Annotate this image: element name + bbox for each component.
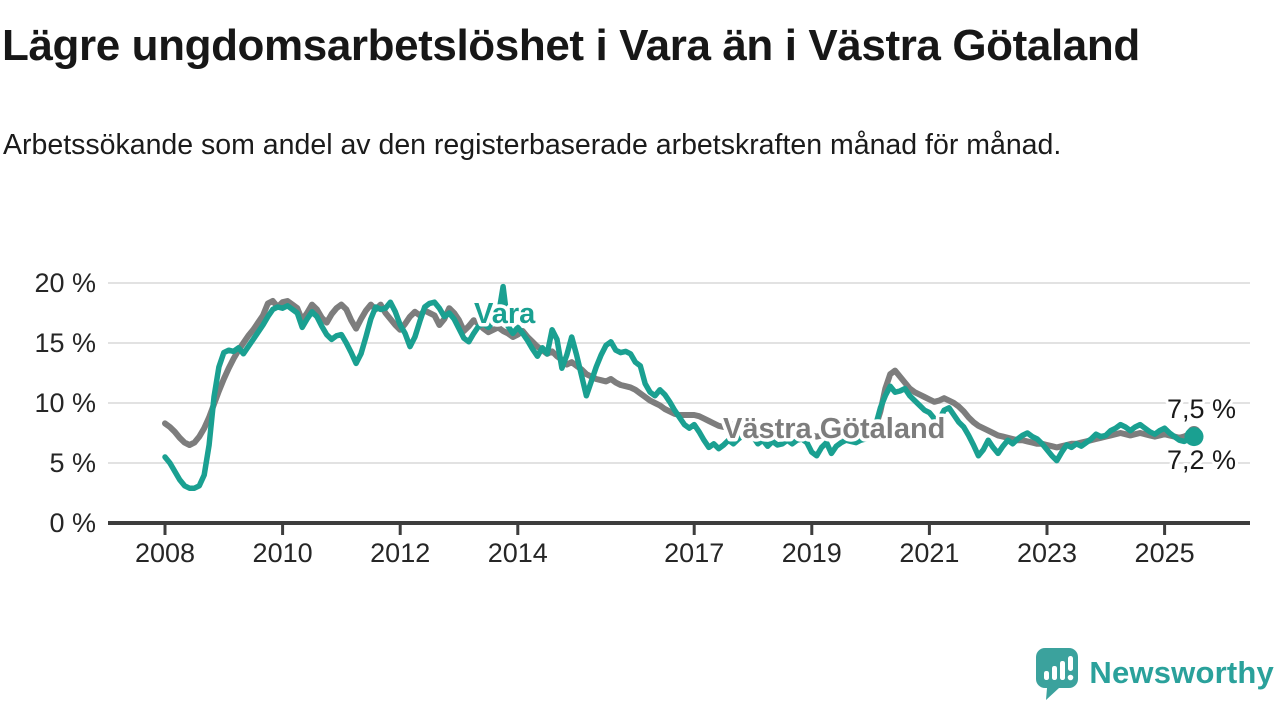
bar-medium [1052,666,1058,680]
newsworthy-branding: Newsworthy [1034,646,1274,700]
x-tick-label-2012: 2012 [370,538,430,568]
x-tick-label-2025: 2025 [1135,538,1195,568]
exclamation-stem [1068,656,1074,671]
y-tick-label-5: 5 % [49,448,96,478]
series-line-vara [162,283,1197,491]
y-tick-label-10: 10 % [34,388,96,418]
page-title: Lägre ungdomsarbetslöshet i Vara än i Vä… [2,21,1140,70]
series-label-vastra-gotaland: Västra Götaland [723,413,945,445]
x-tick-label-2014: 2014 [488,538,548,568]
exclamation-dot [1068,674,1074,681]
x-tick-label-2021: 2021 [899,538,959,568]
end-value-label-1: 7,2 % [1167,445,1236,475]
y-tick-label-0: 0 % [49,508,96,538]
line-chart: 0 % 5 % 10 % 15 % 20 % 2008 2010 2012 2014 2017 20… [34,268,1250,568]
x-tick-label-2019: 2019 [782,538,842,568]
end-value-label-0: 7,5 % [1167,394,1236,424]
x-tick-label-2008: 2008 [135,538,195,568]
newsworthy-logo-icon [1036,648,1079,700]
y-tick-label-20: 20 % [34,268,96,298]
newsworthy-logo-text: Newsworthy [1089,655,1274,690]
x-tick-label-2017: 2017 [664,538,724,568]
series-label-vara: Vara [474,298,536,330]
bar-small [1044,671,1050,680]
x-tick-label-2010: 2010 [253,538,313,568]
x-tick-label-2023: 2023 [1017,538,1077,568]
y-tick-label-15: 15 % [34,328,96,358]
bar-tall [1060,661,1066,680]
end-dot-vara [1184,427,1204,447]
chart-subtitle: Arbetssökande som andel av den registerb… [3,129,1062,161]
